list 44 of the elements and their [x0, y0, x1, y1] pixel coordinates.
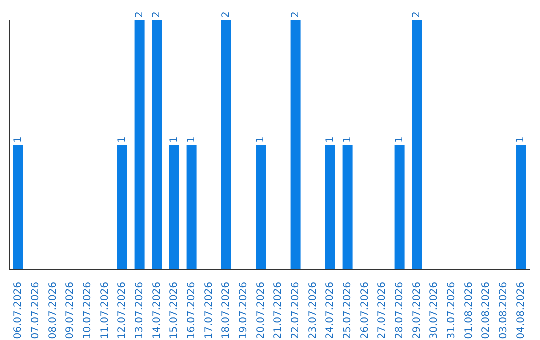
- x-tick-label: 23.07.2026: [308, 282, 319, 340]
- x-tick-label: 22.07.2026: [290, 282, 302, 340]
- data-label: 1: [342, 136, 354, 143]
- x-tick-label: 28.07.2026: [394, 282, 406, 340]
- data-label: 1: [12, 136, 24, 143]
- x-tick-label: 07.07.2026: [30, 282, 42, 340]
- data-label: 2: [290, 12, 302, 18]
- x-tick-label: 02.08.2026: [481, 282, 492, 340]
- x-tick-label: 30.07.2026: [429, 282, 440, 340]
- x-tick-label: 20.07.2026: [256, 282, 267, 340]
- x-tick-label: 11.07.2026: [100, 282, 111, 340]
- x-tick-label: 06.07.2026: [13, 282, 24, 340]
- x-tick-label: 08.07.2026: [48, 282, 59, 340]
- x-tick-label: 09.07.2026: [65, 282, 76, 340]
- x-tick-label: 13.07.2026: [134, 282, 146, 340]
- x-tick-label: 27.07.2026: [377, 282, 388, 340]
- x-tick-label: 10.07.2026: [82, 282, 94, 340]
- x-tick-label: 19.07.2026: [238, 282, 250, 340]
- x-tick-label: 18.07.2026: [221, 282, 232, 340]
- data-label: 1: [256, 136, 267, 143]
- data-label: 1: [394, 136, 406, 143]
- data-label: 2: [152, 12, 163, 18]
- data-label: 1: [116, 136, 128, 143]
- x-tick-label: 26.07.2026: [360, 282, 371, 340]
- x-tick-label: 17.07.2026: [204, 282, 215, 340]
- x-tick-label: 04.08.2026: [516, 282, 527, 340]
- x-tick-label: 03.08.2026: [498, 282, 510, 340]
- x-tick-label: 12.07.2026: [117, 282, 128, 340]
- x-tick-label: 01.08.2026: [464, 282, 475, 340]
- data-label: 1: [516, 136, 527, 143]
- x-tick-label: 31.07.2026: [446, 282, 458, 340]
- data-label: 2: [134, 12, 146, 18]
- x-tick-label: 14.07.2026: [152, 282, 163, 340]
- x-tick-label: 15.07.2026: [169, 282, 180, 340]
- data-label: 2: [412, 12, 423, 18]
- x-tick-label: 16.07.2026: [186, 282, 198, 340]
- x-tick-label: 25.07.2026: [342, 282, 354, 340]
- x-tick-label: 21.07.2026: [273, 282, 284, 340]
- x-tick-label: 24.07.2026: [325, 282, 336, 340]
- data-label: 2: [220, 12, 232, 18]
- data-label: 1: [324, 136, 336, 143]
- data-label: 1: [186, 136, 198, 143]
- x-tick-label: 29.07.2026: [412, 282, 423, 340]
- data-label: 1: [168, 136, 180, 143]
